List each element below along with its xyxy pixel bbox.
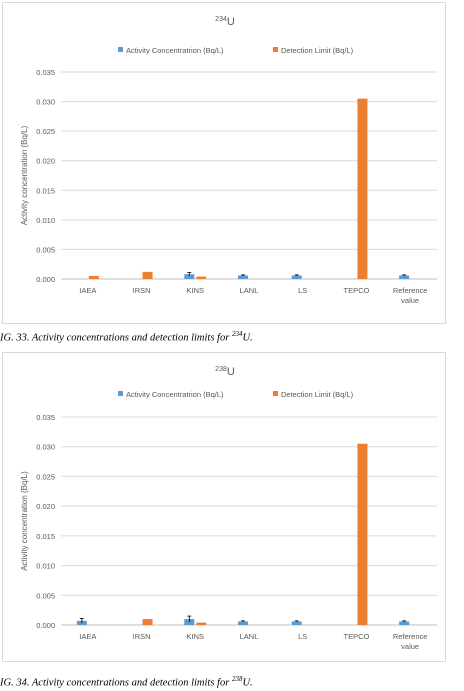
y-tick-label: 0.030 xyxy=(36,98,55,107)
y-tick-label: 0.000 xyxy=(36,621,55,630)
y-axis-label: Activity concentration (Bq/L) xyxy=(20,471,29,571)
y-tick-label: 0.015 xyxy=(36,186,55,195)
legend-label: Activity Concentratrion (Bq/L) xyxy=(126,46,224,55)
y-tick-label: 0.005 xyxy=(36,245,55,254)
x-tick-label: LS xyxy=(298,632,307,641)
y-tick-label: 0.005 xyxy=(36,591,55,600)
y-tick-label: 0.025 xyxy=(36,472,55,481)
chart-title-element: U xyxy=(227,16,235,28)
bar-detection-limit xyxy=(196,276,207,279)
bar-detection-limit xyxy=(357,443,368,625)
bar-activity xyxy=(399,621,410,625)
figure-caption-34: IG. 34. Activity concentrations and dete… xyxy=(0,675,253,689)
y-tick-label: 0.010 xyxy=(36,216,55,225)
x-tick-label: KINS xyxy=(187,632,205,641)
y-tick-label: 0.030 xyxy=(36,443,55,452)
caption-text: IG. 34. Activity concentrations and dete… xyxy=(0,677,232,689)
x-tick-label: IRSN xyxy=(133,632,151,641)
bar-detection-limit xyxy=(357,98,368,279)
y-tick-label: 0.000 xyxy=(36,275,55,284)
x-tick-label: IRSN xyxy=(133,286,151,295)
y-tick-label: 0.020 xyxy=(36,502,55,511)
bar-activity xyxy=(238,275,248,279)
y-tick-label: 0.015 xyxy=(36,532,55,541)
chart-u238-svg: 238U Activity Concentratrion (Bq/L) Detect… xyxy=(20,366,437,651)
bar-activity xyxy=(399,275,410,279)
x-tick-label: TEPCO xyxy=(344,286,370,295)
bar-detection-limit xyxy=(196,622,207,625)
x-tick-label: IAEA xyxy=(79,632,96,641)
bar-activity xyxy=(238,621,248,625)
y-axis-label: Activity concentration (Bq/L) xyxy=(20,125,29,225)
bar-activity xyxy=(291,275,302,279)
y-tick-label: 0.025 xyxy=(36,127,55,136)
chart-title: 238U xyxy=(215,366,235,378)
chart-u234: 234U Activity Concentratrion (Bq/L) Detect… xyxy=(2,2,446,324)
legend-label: Detection Limit (Bq/L) xyxy=(281,390,354,399)
legend-swatch xyxy=(118,391,123,396)
x-tick-label: value xyxy=(401,296,419,305)
caption-text: IG. 33. Activity concentrations and dete… xyxy=(0,332,232,344)
legend-label: Activity Concentratrion (Bq/L) xyxy=(126,390,224,399)
x-tick-label: value xyxy=(401,642,419,651)
y-tick-label: 0.020 xyxy=(36,157,55,166)
legend-swatch xyxy=(273,391,278,396)
bar-activity xyxy=(291,621,302,625)
bar-detection-limit xyxy=(142,619,153,625)
x-tick-label: LANL xyxy=(240,286,259,295)
x-tick-label: Reference xyxy=(393,632,428,641)
figure-caption-33: IG. 33. Activity concentrations and dete… xyxy=(0,330,253,344)
bar-activity xyxy=(184,274,195,279)
bar-detection-limit xyxy=(142,271,153,279)
y-tick-label: 0.035 xyxy=(36,413,55,422)
legend-swatch xyxy=(118,47,123,52)
x-tick-label: TEPCO xyxy=(344,632,370,641)
x-tick-label: LANL xyxy=(240,632,259,641)
caption-isotope-mass: 238 xyxy=(231,675,243,683)
chart-title-element: U xyxy=(227,366,235,378)
chart-u238: 238U Activity Concentratrion (Bq/L) Detect… xyxy=(2,352,446,662)
y-tick-label: 0.010 xyxy=(36,562,55,571)
chart-title-mass-number: 238 xyxy=(215,366,227,373)
chart-u234-svg: 234U Activity Concentratrion (Bq/L) Detect… xyxy=(20,16,437,305)
legend-swatch xyxy=(273,47,278,52)
y-tick-label: 0.035 xyxy=(36,68,55,77)
caption-suffix: U. xyxy=(242,332,253,344)
bar-detection-limit xyxy=(88,276,99,279)
chart-title-mass-number: 234 xyxy=(215,16,227,23)
x-tick-label: LS xyxy=(298,286,307,295)
legend-label: Detection Limit (Bq/L) xyxy=(281,46,354,55)
caption-isotope-mass: 234 xyxy=(231,330,243,338)
x-tick-label: Reference xyxy=(393,286,428,295)
x-tick-label: KINS xyxy=(187,286,205,295)
chart-title: 234U xyxy=(215,16,235,28)
x-tick-label: IAEA xyxy=(79,286,96,295)
caption-suffix: U. xyxy=(242,677,253,689)
